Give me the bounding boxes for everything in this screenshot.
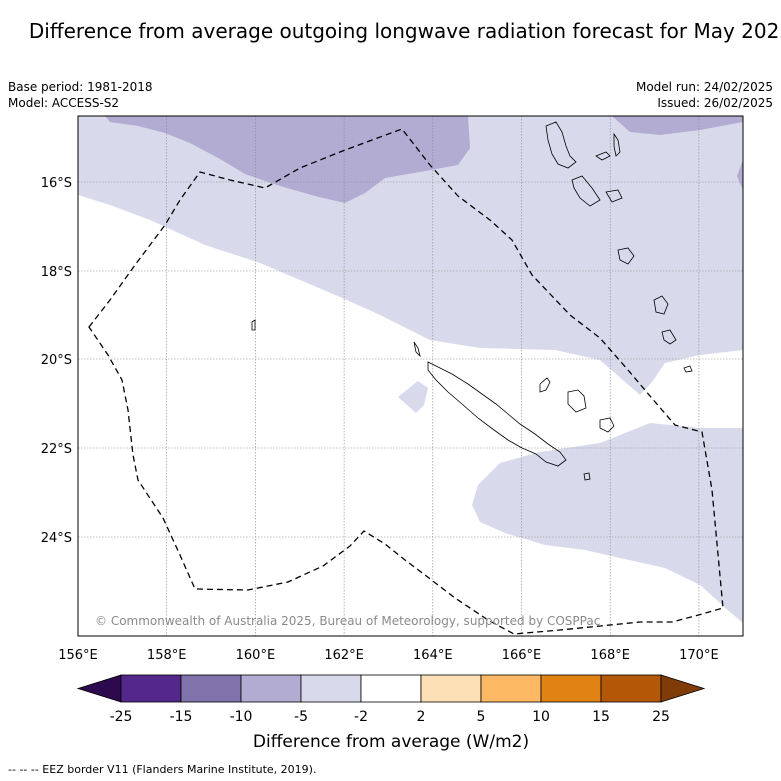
lon-tick-label: 168°E — [590, 648, 630, 663]
maewo-island — [613, 132, 621, 157]
issued-text: Issued: 26/02/2025 — [657, 96, 773, 110]
coastlines — [251, 121, 693, 481]
colorbar-extend-high — [660, 674, 706, 703]
lon-tick-label: 160°E — [236, 648, 276, 663]
colorbar-segment — [480, 674, 542, 703]
ouvea-island — [539, 377, 551, 393]
metadata-right: Model run: 24/02/2025 Issued: 26/02/2025 — [636, 79, 773, 111]
graticule — [78, 116, 743, 636]
colorbar-label: 2 — [417, 709, 426, 725]
colorbar-segment — [420, 674, 482, 703]
model-text: Model: ACCESS-S2 — [8, 96, 120, 110]
map-frame — [77, 115, 744, 637]
efate-island — [617, 247, 635, 265]
eez-border — [88, 128, 724, 635]
colorbar-segment — [540, 674, 602, 703]
colorbar-label: 10 — [532, 709, 550, 725]
lat-tick-label: 18°S — [41, 265, 72, 280]
colorbar-labels: -25 -15 -10 -5 -2 2 5 10 15 25 — [110, 709, 670, 725]
lon-tick-label: 162°E — [324, 648, 364, 663]
colorbar-label: -10 — [230, 709, 253, 725]
lon-tick-label: 156°E — [58, 648, 98, 663]
colorbar-label: 25 — [652, 709, 670, 725]
colorbar-segment — [180, 674, 242, 703]
ambae-island — [595, 151, 611, 161]
new-caledonia-island — [427, 361, 567, 467]
lat-tick-label: 22°S — [41, 442, 72, 457]
colorbar-extend-low — [76, 674, 122, 703]
isle-of-pines — [583, 472, 591, 481]
lon-tick-label: 164°E — [413, 648, 453, 663]
lat-tick-label: 20°S — [41, 353, 72, 368]
colorbar-segment — [240, 674, 302, 703]
espiritu-santo-island — [545, 121, 577, 169]
colorbar-label: 5 — [477, 709, 486, 725]
lon-tick-label: 166°E — [502, 648, 542, 663]
latitude-labels: 16°S 18°S 20°S 22°S 24°S — [41, 176, 72, 546]
lat-tick-label: 24°S — [41, 531, 72, 546]
chesterfield-island — [251, 319, 256, 331]
epi-island — [605, 189, 623, 203]
metadata-left: Base period: 1981-2018 Model: ACCESS-S2 — [8, 79, 153, 111]
lifou-island — [567, 389, 587, 413]
colorbar-label: 15 — [592, 709, 610, 725]
mare-island — [599, 417, 615, 433]
colorbar-segment — [600, 674, 662, 703]
colorbar-label: -5 — [294, 709, 308, 725]
map-title: Difference from average outgoing longwav… — [28, 19, 781, 43]
lon-tick-label: 170°E — [679, 648, 719, 663]
anomaly-region-medium-e — [737, 160, 743, 190]
colorbar-segment — [360, 674, 422, 703]
base-period-text: Base period: 1981-2018 — [8, 80, 153, 94]
colorbar-label: -25 — [110, 709, 133, 725]
anomaly-region-light — [78, 116, 743, 623]
lon-tick-label: 158°E — [147, 648, 187, 663]
colorbar-segment — [120, 674, 182, 703]
colorbar-label: -2 — [354, 709, 368, 725]
belep-island — [413, 341, 421, 358]
anomaly-patch-small — [398, 381, 428, 413]
malekula-island — [571, 175, 601, 207]
tanna-island — [661, 329, 677, 345]
erromango-island — [653, 295, 669, 315]
model-run-text: Model run: 24/02/2025 — [635, 80, 773, 94]
eez-legend-footer: -- -- -- EEZ border V11 (Flanders Marine… — [8, 763, 317, 776]
lat-tick-label: 16°S — [41, 176, 72, 191]
colorbar-title: Difference from average (W/m2) — [253, 732, 529, 752]
colorbar-label: -15 — [170, 709, 193, 725]
aneityum-island — [683, 365, 693, 373]
anomaly-region-medium-ne — [612, 116, 743, 135]
copyright-credit: © Commonwealth of Australia 2025, Bureau… — [95, 614, 601, 628]
colorbar — [76, 674, 706, 703]
longitude-labels: 156°E 158°E 160°E 162°E 164°E 166°E 168°… — [58, 648, 718, 663]
colorbar-segment — [300, 674, 362, 703]
